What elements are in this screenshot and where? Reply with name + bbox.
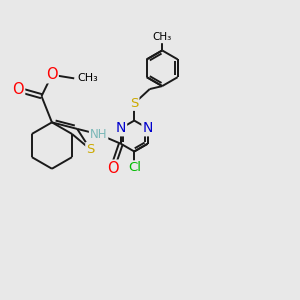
Text: CH₃: CH₃: [153, 32, 172, 42]
Text: CH₃: CH₃: [78, 74, 98, 83]
Text: O: O: [13, 82, 24, 97]
Text: S: S: [130, 97, 138, 110]
Text: NH: NH: [90, 128, 107, 141]
Text: N: N: [116, 121, 126, 135]
Text: S: S: [86, 143, 94, 156]
Text: O: O: [107, 160, 118, 175]
Text: O: O: [46, 67, 58, 82]
Text: Cl: Cl: [128, 161, 141, 174]
Text: N: N: [142, 121, 153, 135]
